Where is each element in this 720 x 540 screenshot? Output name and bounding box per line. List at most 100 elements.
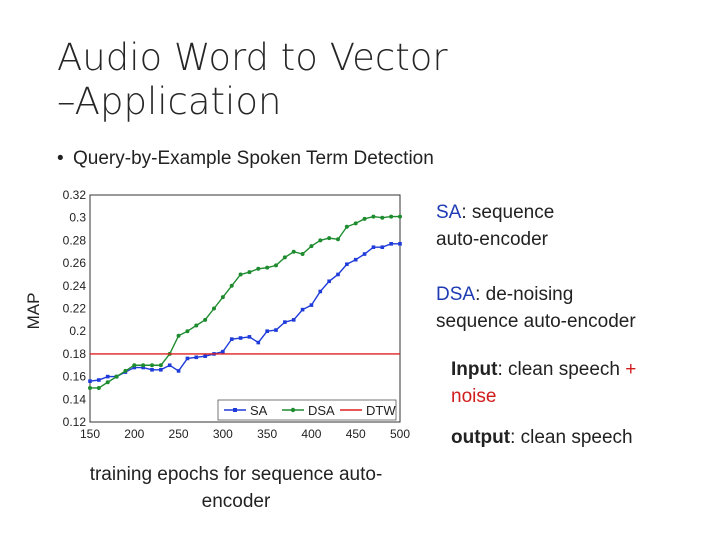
data-point-dsa [212,306,216,311]
y-axis-label: MAP [24,293,43,330]
data-point-dsa [185,329,190,334]
data-point-dsa [300,252,305,257]
data-point-dsa [123,368,128,373]
data-point-sa [221,349,225,354]
data-point-sa [194,355,199,360]
data-point-dsa [380,215,385,220]
data-point-sa [380,245,385,250]
note-output-text: : clean speech [510,427,633,448]
note-sa-text: : sequence [461,202,555,223]
data-point-dsa [282,255,287,260]
note-input-text: : clean speech [497,359,620,380]
data-point-dsa [150,363,154,368]
data-point-sa [398,242,402,246]
data-point-dsa [158,363,163,368]
data-point-dsa [362,216,367,221]
data-point-dsa [291,249,296,254]
x-tick-label: 500 [390,427,410,441]
note-sa-line2: auto-encoder [436,229,548,250]
y-tick-label: 0.22 [63,302,87,316]
data-point-sa [345,262,349,267]
note-plus: + [625,359,637,380]
data-point-dsa [327,236,332,241]
bullet-dot-icon: • [57,148,64,169]
y-tick-label: 0.28 [63,233,87,247]
y-tick-label: 0.14 [63,392,87,406]
x-tick-label: 400 [301,427,321,441]
data-point-sa [105,374,110,379]
y-tick-label: 0.18 [63,347,87,361]
y-tick-label: 0.16 [63,370,87,384]
data-point-sa [159,367,163,372]
x-tick-label: 450 [346,427,366,441]
legend-label-dsa: DSA [308,403,335,418]
data-point-sa [291,318,296,322]
data-point-dsa [220,295,225,300]
slide-title: Audio Word to Vector –Application [57,36,617,124]
data-point-sa [88,379,92,383]
data-point-sa [150,367,154,372]
data-point-dsa [371,214,376,219]
y-tick-label: 0.32 [63,188,87,202]
data-point-sa [309,303,314,307]
chart-series-layer [88,214,402,390]
data-point-dsa [114,374,119,379]
x-tick-label: 250 [169,427,189,441]
chart-axes: 0.12 0.14 0.16 0.18 0.2 0.22 0.24 0.26 0.28 0.3 0.… [63,188,411,441]
data-point-sa [238,336,243,340]
data-point-dsa [238,272,243,277]
data-point-sa [185,356,190,361]
x-tick-label: 300 [213,427,233,441]
data-point-dsa [229,283,234,288]
bullet-item: • Query-by-Example Spoken Term Detection [57,148,434,170]
note-output: output: clean speech [451,424,633,451]
legend-box [217,399,397,421]
note-output-label: output [451,427,511,448]
bullet-text: Query-by-Example Spoken Term Detection [73,148,434,169]
data-point-dsa [318,238,323,243]
data-point-dsa [344,224,349,229]
data-point-sa [132,365,137,370]
data-point-dsa [309,244,314,249]
data-point-sa [318,289,323,294]
data-point-sa [353,257,358,262]
data-point-dsa [336,237,340,242]
data-point-sa [167,363,172,368]
data-point-sa [336,272,340,277]
data-point-dsa [203,317,208,322]
legend-marker-sa [233,408,237,412]
title-line-1: Audio Word to Vector [57,36,448,79]
plot-frame [89,194,401,423]
data-point-sa [300,307,305,312]
data-point-dsa [247,270,252,275]
data-point-dsa [398,214,402,219]
chart-legend: SA DSA DTW [217,399,397,421]
y-tick-label: 0.3 [69,211,86,225]
y-tick-label: 0.12 [63,415,87,429]
y-tick-label: 0.24 [63,279,87,293]
data-point-dsa [265,265,270,270]
data-point-dsa [88,385,92,390]
data-point-sa [247,335,252,339]
data-point-dsa [176,333,181,338]
data-point-sa [229,337,234,341]
note-sa: SA: sequence auto-encoder [436,199,554,253]
data-point-dsa [132,363,137,368]
x-tick-label: 150 [80,427,100,441]
note-noise: noise [451,386,497,407]
data-point-sa [203,354,207,358]
y-tick-label: 0.26 [63,256,87,270]
data-point-dsa [96,385,101,390]
data-point-sa [283,320,287,324]
note-dsa: DSA: de-noising sequence auto-encoder [436,281,636,335]
legend-label-sa: SA [250,403,268,418]
data-point-sa [176,369,181,373]
data-point-dsa [274,263,278,268]
x-axis-caption: training epochs for sequence auto-encode… [89,464,383,512]
legend-label-dtw: DTW [366,403,396,418]
data-point-dsa [353,221,358,226]
data-point-dsa [141,363,146,368]
data-point-sa [362,252,367,256]
data-point-dsa [194,323,199,328]
data-point-sa [389,242,393,246]
